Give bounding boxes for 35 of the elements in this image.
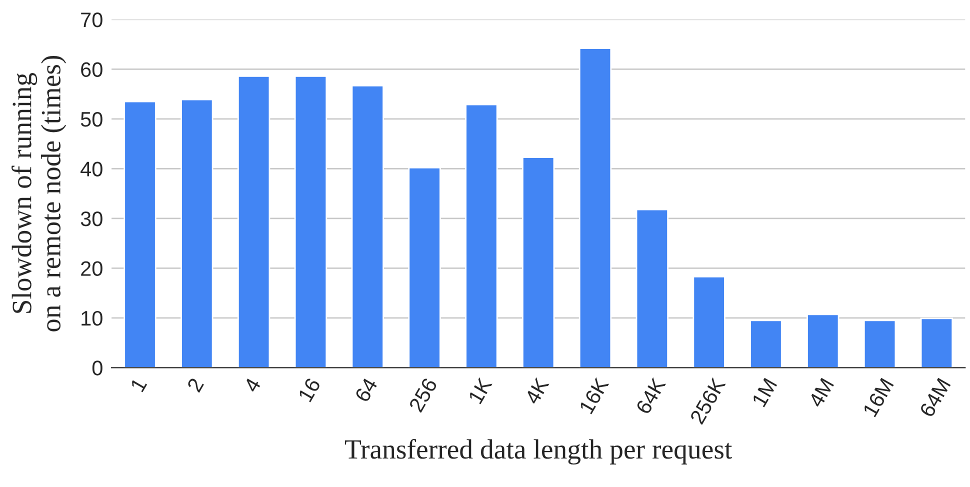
bar xyxy=(124,100,156,368)
x-tick-label: 16 xyxy=(298,377,321,402)
x-tick-label: 2 xyxy=(186,377,204,393)
x-tick-label: 256 xyxy=(408,377,438,413)
bar xyxy=(465,104,498,368)
y-tick-label: 20 xyxy=(81,261,102,276)
bar xyxy=(351,84,384,368)
bar xyxy=(237,75,270,368)
x-tick-label: 1 xyxy=(130,377,148,392)
y-tick-label: 70 xyxy=(81,12,102,28)
bar xyxy=(408,167,441,368)
y-tick-label: 10 xyxy=(82,310,102,326)
bar xyxy=(920,318,954,368)
x-tick-label: 1K xyxy=(468,376,492,404)
bar xyxy=(750,320,782,368)
bar xyxy=(180,98,214,368)
bar xyxy=(636,208,669,368)
y-axis-title: Slowdown of running on a remote node (times) xyxy=(12,56,66,332)
bar xyxy=(294,75,328,368)
y-tick-label: 0 xyxy=(92,360,102,376)
y-tick-label: 60 xyxy=(81,62,102,77)
x-axis-title: Transferred data length per request xyxy=(344,438,732,465)
x-tick-label: 4 xyxy=(243,376,262,394)
bar xyxy=(863,320,896,368)
bar xyxy=(692,276,726,368)
bar xyxy=(578,48,612,368)
y-tick-label: 50 xyxy=(80,112,102,127)
y-tick-label: 30 xyxy=(80,211,102,226)
bar xyxy=(806,314,840,368)
x-tick-label: 4M xyxy=(808,378,834,408)
bar xyxy=(522,156,555,368)
x-tick-label: 4K xyxy=(524,376,550,406)
y-tick-label: 40 xyxy=(80,162,102,176)
x-tick-label: 1M xyxy=(752,378,778,408)
x-tick-label: 64 xyxy=(354,376,378,403)
